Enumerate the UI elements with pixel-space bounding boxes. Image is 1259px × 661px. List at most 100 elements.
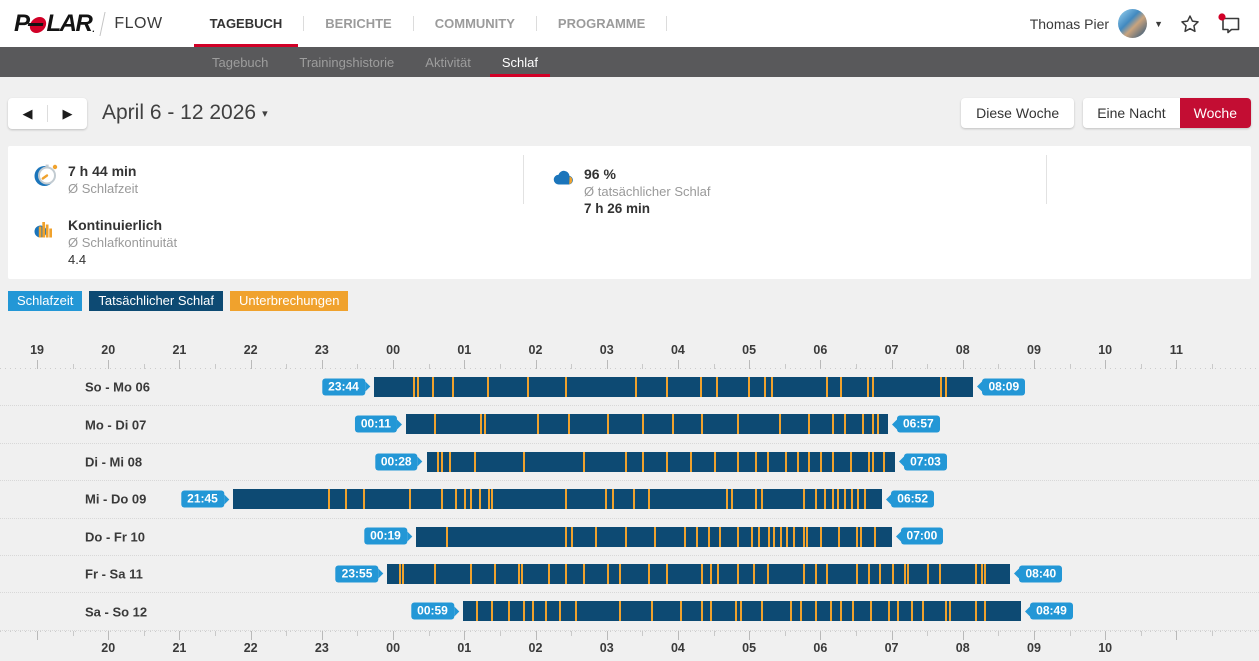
subnav-item-aktivitaet[interactable]: Aktivität [425,54,471,70]
sleep-period-bar[interactable] [426,451,896,472]
nav-item-community[interactable]: COMMUNITY [434,16,515,31]
axis-tick [927,630,929,636]
axis-tick [713,364,715,369]
interruption-mark [779,526,782,547]
subnav-item-trainingshistorie[interactable]: Trainingshistorie [299,54,395,70]
this-week-button[interactable]: Diese Woche [961,98,1075,128]
sleep-period-bar[interactable] [405,414,888,435]
axis-hour-label: 23 [314,640,329,655]
interruption-mark [452,377,455,397]
interruption-mark [327,489,330,510]
axis-tick [784,364,786,369]
interruption-mark [758,526,761,547]
avg-sleep-time-label: Ø Schlafzeit [68,181,139,196]
axis-tick [1212,630,1213,636]
interruption-mark [713,451,716,472]
axis-top-labels: 19 20 21 22 23 00 01 02 03 04 05 06 07 08 09 10 11 [0,343,1259,359]
axis-hour-label: 22 [243,640,258,655]
avg-sleep-time-value: 7 h 44 min [68,163,137,179]
interruption-mark [806,526,809,547]
interruption-mark [910,601,913,622]
interruption-mark [491,489,494,510]
axis-tick [891,360,893,369]
axis-hour-label: 04 [670,640,685,655]
axis-hour-label: 05 [742,640,757,655]
nav-item-tagebuch[interactable]: TAGEBUCH [189,0,304,47]
polar-logo[interactable]: P LAR. [14,9,95,38]
axis-tick [72,630,74,636]
subnav-item-tagebuch[interactable]: Tagebuch [212,54,269,70]
one-night-button[interactable]: Eine Nacht [1083,98,1180,128]
user-name[interactable]: Thomas Pier [1029,15,1110,32]
week-button[interactable]: Woche [1179,98,1251,128]
axis-hour-label: 03 [599,640,614,655]
avatar[interactable] [1118,9,1148,38]
interruption-mark [448,451,451,472]
axis-hour-label: 00 [386,343,401,357]
date-range-title[interactable]: April 6 - 12 2026 [102,101,257,124]
interruption-mark [583,563,586,584]
interruption-mark [761,489,764,510]
interruption-mark [618,563,621,584]
favorites-star-icon[interactable] [1179,13,1201,35]
axis-tick [1033,630,1035,640]
nav-item-berichte[interactable]: BERICHTE [325,16,392,31]
interruption-mark [790,601,793,622]
next-week-button[interactable]: ▶ [62,105,73,121]
sleep-period-bar[interactable] [387,563,1011,584]
chevron-down-icon[interactable]: ▼ [1154,18,1163,29]
interruption-mark [455,489,458,510]
subnav-item-schlaf[interactable]: Schlaf [489,47,551,77]
interruption-mark [887,601,890,622]
interruption-mark [871,451,874,472]
nav-divider [303,16,305,31]
notifications-icon[interactable] [1217,12,1243,36]
interruption-mark [531,601,534,622]
axis-tick [321,360,323,369]
axis-tick [1212,364,1213,369]
interruption-mark [877,414,880,435]
interruption-mark [363,489,366,510]
axis-tick [820,360,822,369]
stopwatch-icon [34,163,58,187]
sleep-period-bar[interactable] [462,601,1022,622]
axis-tick [998,630,1000,636]
interruption-mark [464,489,467,510]
prev-week-button[interactable]: ◀ [22,105,33,121]
axis-tick [428,630,430,636]
interruption-mark [416,377,419,397]
notification-dot [1218,12,1226,21]
interruption-mark [446,526,449,547]
interruption-mark [859,526,862,547]
day-label: Mo - Di 07 [85,417,147,433]
date-dropdown-caret-icon[interactable]: ▾ [262,107,268,120]
interruption-mark [469,563,472,584]
legend-chip-tatsaechlicher-schlaf[interactable]: Tatsächlicher Schlaf [89,291,223,311]
logo-text-p: P [14,9,30,37]
axis-tick [1069,364,1071,369]
nav-divider [535,16,537,31]
sleep-end-time-badge: 07:03 [899,453,947,471]
interruption-mark [752,563,755,584]
day-label: Do - Fr 10 [85,529,145,545]
axis-tick [72,364,74,369]
nav-item-programme[interactable]: PROGRAMME [557,16,646,31]
sleep-period-bar[interactable] [415,526,892,547]
interruption-mark [409,489,412,510]
actual-sleep-duration: 7 h 26 min [584,201,651,216]
axis-tick [143,364,145,369]
axis-tick [179,360,181,369]
interruption-mark [802,489,805,510]
legend-chip-unterbrechungen[interactable]: Unterbrechungen [230,291,349,311]
sleep-continuity-score: 4.4 [68,252,87,267]
sleep-period-bar[interactable] [373,377,974,397]
sleep-period-bar[interactable] [232,489,883,510]
axis-tick [855,630,857,636]
axis-hour-label: 05 [742,343,757,357]
interruption-mark [861,414,864,435]
interruption-mark [832,489,835,510]
axis-tick [1105,630,1107,640]
interruption-mark [766,451,769,472]
axis-tick [1140,364,1142,369]
legend-chip-schlafzeit[interactable]: Schlafzeit [8,291,83,311]
